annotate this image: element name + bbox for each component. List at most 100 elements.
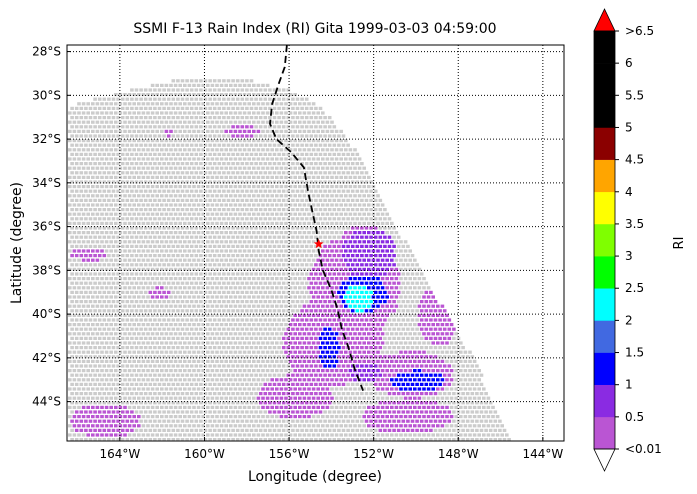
no-rain-pixel <box>206 369 210 373</box>
no-rain-pixel <box>309 143 314 147</box>
rain-pixel <box>86 258 90 262</box>
rain-pixel <box>323 392 327 396</box>
no-rain-pixel <box>254 327 258 331</box>
no-rain-pixel <box>189 392 194 396</box>
no-rain-pixel <box>139 226 143 230</box>
no-rain-pixel <box>261 378 265 382</box>
no-rain-pixel <box>355 208 360 212</box>
no-rain-pixel <box>86 350 90 354</box>
rain-pixel <box>392 290 396 294</box>
rain-pixel <box>346 272 350 276</box>
no-rain-pixel <box>263 97 268 101</box>
no-rain-pixel <box>337 189 341 193</box>
no-rain-pixel <box>226 290 231 294</box>
no-rain-pixel <box>408 277 412 281</box>
rain-pixel <box>330 369 334 373</box>
no-rain-pixel <box>314 116 318 120</box>
rain-pixel <box>263 392 268 396</box>
no-rain-pixel <box>130 373 134 377</box>
no-rain-pixel <box>132 350 136 354</box>
no-rain-pixel <box>229 369 233 373</box>
no-rain-pixel <box>212 382 217 386</box>
no-rain-pixel <box>263 208 268 212</box>
no-rain-pixel <box>162 364 166 368</box>
no-rain-pixel <box>295 254 300 258</box>
no-rain-pixel <box>79 125 84 129</box>
no-rain-pixel <box>279 369 284 373</box>
no-rain-pixel <box>123 185 127 189</box>
no-rain-pixel <box>173 120 178 124</box>
no-rain-pixel <box>153 244 157 248</box>
rain-pixel <box>385 295 389 299</box>
no-rain-pixel <box>134 171 139 175</box>
rain-pixel <box>348 295 353 299</box>
no-rain-pixel <box>235 189 240 193</box>
no-rain-pixel <box>116 281 120 285</box>
no-rain-pixel <box>261 221 265 225</box>
no-rain-pixel <box>97 290 102 294</box>
no-rain-pixel <box>141 194 146 198</box>
no-rain-pixel <box>339 129 343 133</box>
no-rain-pixel <box>203 79 208 83</box>
no-rain-pixel <box>169 304 173 308</box>
no-rain-pixel <box>461 392 465 396</box>
no-rain-pixel <box>327 143 332 147</box>
no-rain-pixel <box>134 180 139 184</box>
no-rain-pixel <box>157 134 162 138</box>
no-rain-pixel <box>132 258 136 262</box>
no-rain-pixel <box>323 171 327 175</box>
rain-pixel <box>357 258 362 262</box>
no-rain-pixel <box>68 378 72 382</box>
no-rain-pixel <box>360 392 364 396</box>
no-rain-pixel <box>295 143 300 147</box>
no-rain-pixel <box>166 97 171 101</box>
no-rain-pixel <box>88 281 93 285</box>
no-rain-pixel <box>304 134 309 138</box>
no-rain-pixel <box>130 152 134 156</box>
no-rain-pixel <box>226 281 231 285</box>
no-rain-pixel <box>307 111 311 115</box>
no-rain-pixel <box>201 148 205 152</box>
no-rain-pixel <box>148 235 153 239</box>
no-rain-pixel <box>107 180 111 184</box>
rain-pixel <box>392 382 396 386</box>
no-rain-pixel <box>226 226 231 230</box>
no-rain-pixel <box>360 180 364 184</box>
no-rain-pixel <box>293 212 297 216</box>
rain-pixel <box>304 346 309 350</box>
no-rain-pixel <box>194 79 199 83</box>
no-rain-pixel <box>224 369 228 373</box>
no-rain-pixel <box>189 364 194 368</box>
no-rain-pixel <box>323 208 327 212</box>
no-rain-pixel <box>459 359 463 363</box>
rain-pixel <box>380 277 385 281</box>
rain-pixel <box>166 290 171 294</box>
no-rain-pixel <box>91 120 95 124</box>
rain-pixel <box>353 258 357 262</box>
rain-pixel <box>235 134 240 138</box>
no-rain-pixel <box>173 267 178 271</box>
rain-pixel <box>360 235 364 239</box>
no-rain-pixel <box>79 373 84 377</box>
no-rain-pixel <box>157 226 162 230</box>
no-rain-pixel <box>254 290 258 294</box>
no-rain-pixel <box>210 175 215 179</box>
no-rain-pixel <box>268 208 272 212</box>
rain-pixel <box>380 286 385 290</box>
rain-pixel <box>353 359 357 363</box>
no-rain-pixel <box>150 212 155 216</box>
no-rain-pixel <box>238 166 242 170</box>
rain-pixel <box>385 387 389 391</box>
no-rain-pixel <box>208 263 212 267</box>
no-rain-pixel <box>132 194 136 198</box>
no-rain-pixel <box>385 323 389 327</box>
no-rain-pixel <box>254 235 258 239</box>
rain-pixel <box>371 258 376 262</box>
no-rain-pixel <box>199 88 203 92</box>
no-rain-pixel <box>355 217 360 221</box>
no-rain-pixel <box>316 175 320 179</box>
no-rain-pixel <box>235 180 240 184</box>
no-rain-pixel <box>187 231 192 235</box>
no-rain-pixel <box>302 240 307 244</box>
no-rain-pixel <box>272 327 277 331</box>
